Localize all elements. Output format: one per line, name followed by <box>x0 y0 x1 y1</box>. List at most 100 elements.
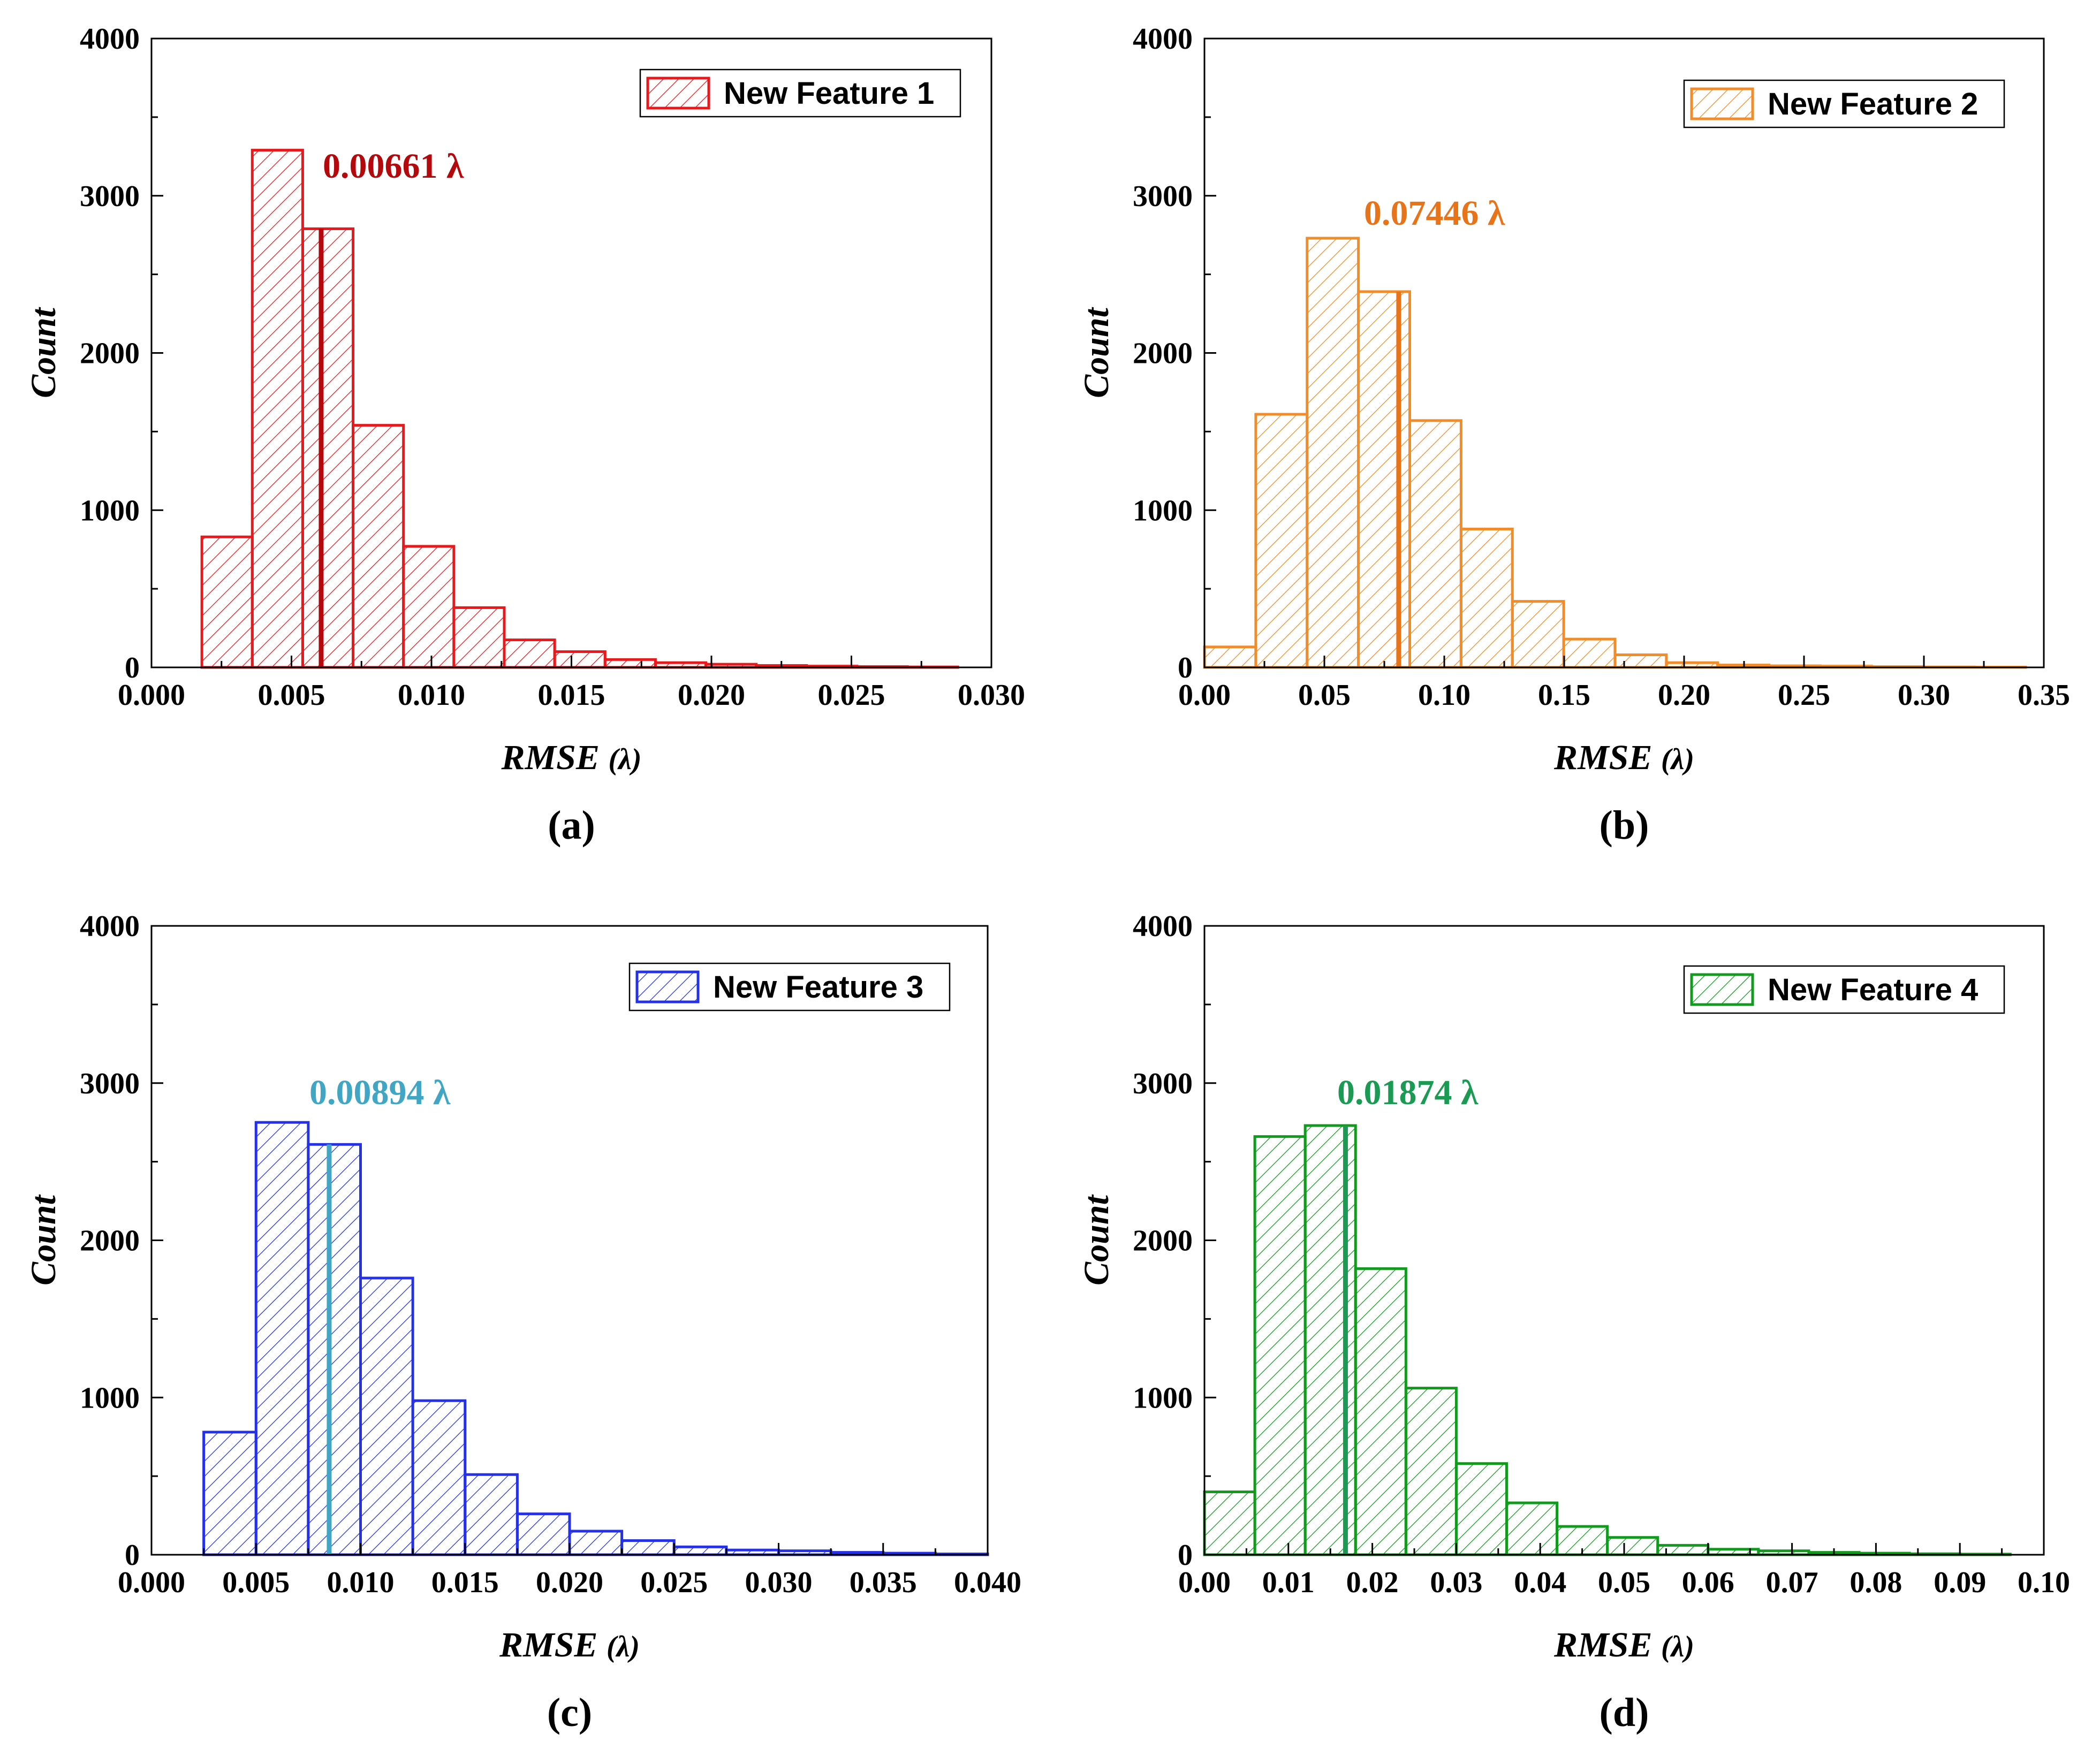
x-tick-label: 0.000 <box>118 679 185 712</box>
mean-value-label: 0.07446 λ <box>1364 194 1505 233</box>
histogram-bar <box>1707 1548 1760 1556</box>
histogram-bar <box>1454 1462 1508 1556</box>
mean-value-label: 0.01874 λ <box>1337 1073 1479 1112</box>
y-tick-label: 1000 <box>80 494 140 527</box>
x-tick-label: 0.05 <box>1598 1566 1650 1599</box>
histogram-bar <box>603 658 657 669</box>
histogram-bar <box>1254 413 1309 669</box>
y-tick-label: 3000 <box>1133 180 1193 213</box>
histogram-bar <box>301 227 355 669</box>
panel-label: (d) <box>1600 1690 1649 1735</box>
y-tick-label: 2000 <box>80 1225 140 1258</box>
x-axis-title: RMSE (λ) <box>499 1625 640 1664</box>
histogram-bars <box>1203 1124 2012 1556</box>
x-tick-label: 0.020 <box>536 1566 603 1599</box>
histogram-bar <box>200 535 254 669</box>
y-tick-label: 2000 <box>80 337 140 370</box>
histogram-bar <box>307 1143 362 1556</box>
x-tick-label: 0.005 <box>222 1566 290 1599</box>
x-tick-label: 0.10 <box>1418 679 1471 712</box>
legend: New Feature 1 <box>639 69 961 118</box>
histogram-bar <box>1303 1124 1357 1556</box>
legend-label: New Feature 3 <box>713 970 923 1005</box>
y-tick-label: 1000 <box>80 1381 140 1415</box>
histogram-bar <box>1613 653 1668 669</box>
x-tick-label: 0.020 <box>678 679 745 712</box>
x-axis-title: RMSE (λ) <box>1553 738 1694 777</box>
y-tick-label: 3000 <box>1133 1067 1193 1100</box>
y-tick-label: 2000 <box>1133 1225 1193 1258</box>
x-axis-title-unit: (λ) <box>607 1630 640 1663</box>
y-tick-label: 0 <box>125 651 140 685</box>
y-axis-ticks: 0 1000 2000 3000 4000 <box>1133 910 1216 1572</box>
x-tick-label: 0.30 <box>1898 679 1950 712</box>
legend: New Feature 4 <box>1683 965 2005 1014</box>
y-tick-label: 3000 <box>80 180 140 213</box>
legend: New Feature 3 <box>628 962 951 1012</box>
x-tick-label: 0.35 <box>2018 679 2070 712</box>
y-axis-title: Count <box>24 307 63 398</box>
x-axis-title-unit: (λ) <box>1661 743 1694 776</box>
mean-value-label: 0.00661 λ <box>323 147 464 186</box>
x-tick-label: 0.15 <box>1538 679 1590 712</box>
x-axis-ticks: 0.000 0.005 0.010 0.015 0.020 0.025 0.030 <box>118 656 1025 712</box>
x-tick-label: 0.00 <box>1178 1566 1231 1599</box>
y-axis-ticks: 0 1000 2000 3000 4000 <box>80 910 163 1572</box>
histogram-bars <box>200 149 959 669</box>
legend-swatch <box>1690 973 1754 1006</box>
histogram-bar <box>1404 1387 1458 1556</box>
histogram-bar <box>1203 1491 1256 1556</box>
legend-label: New Feature 1 <box>724 76 934 111</box>
x-tick-label: 0.04 <box>1514 1566 1566 1599</box>
histogram-bar <box>411 1399 467 1556</box>
panel-a: 0 1000 2000 3000 4000 0.000 0.005 0.010 0.015 0.0… <box>24 22 1025 848</box>
x-axis-ticks: 0.00 0.01 0.02 0.03 0.04 0.05 0.06 0.07 0.08 0.09… <box>1178 1543 2070 1599</box>
x-tick-label: 0.040 <box>954 1566 1021 1599</box>
x-tick-label: 0.000 <box>118 1566 185 1599</box>
y-tick-label: 1000 <box>1133 1381 1193 1415</box>
histogram-bar <box>1505 1501 1559 1556</box>
y-axis-title: Count <box>1077 1194 1116 1285</box>
histogram-bars <box>202 1121 989 1556</box>
panel-label: (c) <box>547 1690 592 1735</box>
histogram-bar <box>516 1512 571 1556</box>
x-tick-label: 0.005 <box>258 679 325 712</box>
y-tick-label: 4000 <box>80 22 140 56</box>
legend-swatch <box>1690 87 1754 120</box>
x-tick-label: 0.030 <box>745 1566 813 1599</box>
x-tick-label: 0.010 <box>398 679 465 712</box>
histogram-bar <box>1656 1544 1710 1556</box>
x-tick-label: 0.015 <box>538 679 605 712</box>
histogram-bar <box>352 424 405 669</box>
y-tick-label: 2000 <box>1133 337 1193 370</box>
x-axis-title-unit: (λ) <box>608 743 641 776</box>
histogram-bar <box>1606 1536 1659 1556</box>
histogram-bar <box>553 650 607 669</box>
x-axis-title-main: RMSE <box>1553 738 1661 777</box>
histogram-bar <box>452 606 506 669</box>
y-tick-label: 0 <box>1178 1539 1193 1572</box>
legend-swatch <box>646 77 710 110</box>
x-axis-ticks: 0.00 0.05 0.10 0.15 0.20 0.25 0.30 0.35 <box>1178 656 2070 712</box>
y-tick-label: 4000 <box>80 910 140 943</box>
x-tick-label: 0.015 <box>431 1566 499 1599</box>
mean-value-label: 0.00894 λ <box>309 1073 451 1112</box>
x-tick-label: 0.25 <box>1778 679 1830 712</box>
x-axis-title-main: RMSE <box>1553 1625 1661 1664</box>
x-tick-label: 0.06 <box>1682 1566 1734 1599</box>
x-tick-label: 0.09 <box>1934 1566 1986 1599</box>
legend-label: New Feature 4 <box>1768 972 1978 1007</box>
x-tick-label: 0.02 <box>1346 1566 1399 1599</box>
histogram-bar <box>1408 419 1462 669</box>
x-axis-title: RMSE (λ) <box>1553 1625 1694 1664</box>
histogram-bar <box>568 1530 624 1556</box>
y-tick-label: 4000 <box>1133 910 1193 943</box>
histogram-bar <box>251 149 304 669</box>
x-tick-label: 0.025 <box>640 1566 708 1599</box>
y-tick-label: 1000 <box>1133 494 1193 527</box>
x-tick-label: 0.025 <box>818 679 885 712</box>
histogram-bar <box>1357 290 1411 669</box>
